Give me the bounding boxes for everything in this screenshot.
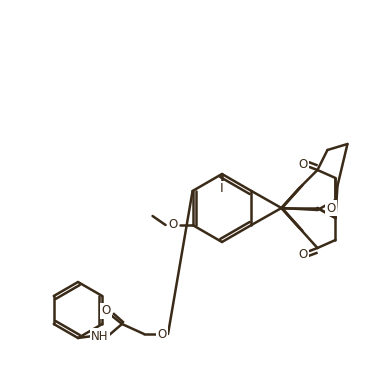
Text: O: O [327,201,336,215]
Text: O: O [168,218,177,232]
Text: NH: NH [91,330,109,342]
Text: O: O [299,247,308,261]
Text: O: O [299,157,308,171]
Text: O: O [102,305,111,318]
Text: O: O [157,327,167,340]
Text: I: I [220,183,224,195]
